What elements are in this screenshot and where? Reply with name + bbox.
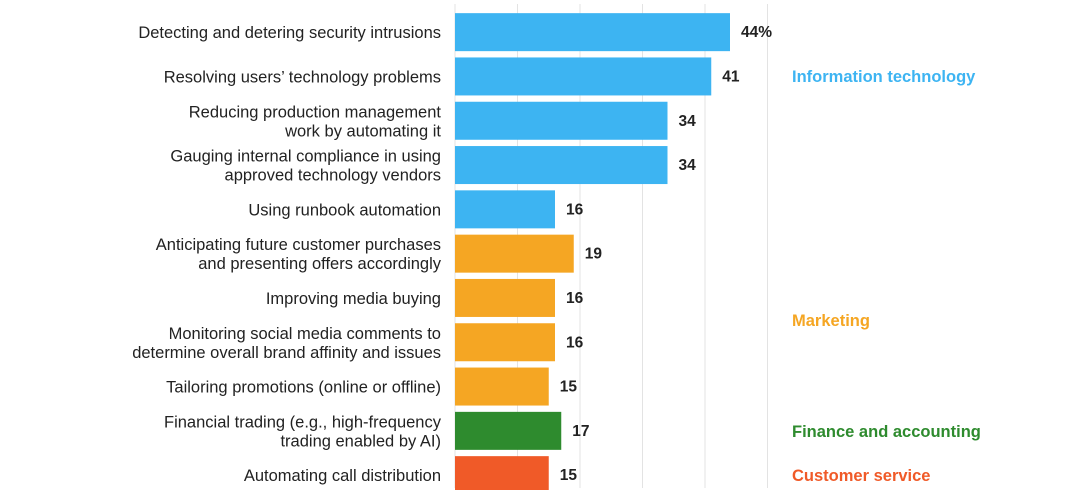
value-label: 16 [566,334,584,351]
group-label: Customer service [792,467,931,485]
value-label: 17 [572,423,589,440]
value-label: 41 [722,68,740,85]
value-label: 34 [679,113,697,130]
bar [455,57,712,96]
category-label: Gauging internal compliance in using appr… [170,148,441,185]
value-label: 16 [566,290,584,307]
value-labels: 44% 41 34 34 16 19 16 16 15 17 15 [560,24,772,484]
category-label: Resolving users’ technology problems [164,68,441,86]
bar [455,190,555,229]
category-label: Anticipating future customer purchases an… [156,236,442,273]
bars [455,13,730,490]
value-label: 34 [679,157,697,174]
category-labels: Detecting and detering security intrusio… [132,24,442,485]
bar [455,234,574,273]
category-label: Improving media buying [266,290,441,308]
category-label: Financial trading (e.g., high-frequency t… [164,413,442,450]
group-label: Information technology [792,68,976,86]
bar [455,146,668,185]
category-label: Tailoring promotions (online or offline) [166,379,441,397]
value-label: 15 [560,467,578,484]
bar [455,367,549,406]
category-label: Monitoring social media comments to deter… [132,325,441,362]
bar [455,456,549,490]
bar [455,278,555,317]
value-label: 19 [585,246,603,263]
group-label: Marketing [792,312,870,330]
group-labels: Information technology Marketing Finance a… [792,68,981,485]
bar [455,101,668,140]
value-label: 16 [566,201,584,218]
value-label: 15 [560,379,578,396]
category-label: Detecting and detering security intrusio… [138,24,441,42]
value-label: 44% [741,24,772,41]
bar [455,323,555,362]
category-label: Using runbook automation [248,201,441,219]
category-label: Automating call distribution [244,467,441,485]
bar [455,13,730,52]
group-label: Finance and accounting [792,423,981,441]
bar [455,411,562,450]
category-label: Reducing production management work by au… [189,103,442,140]
